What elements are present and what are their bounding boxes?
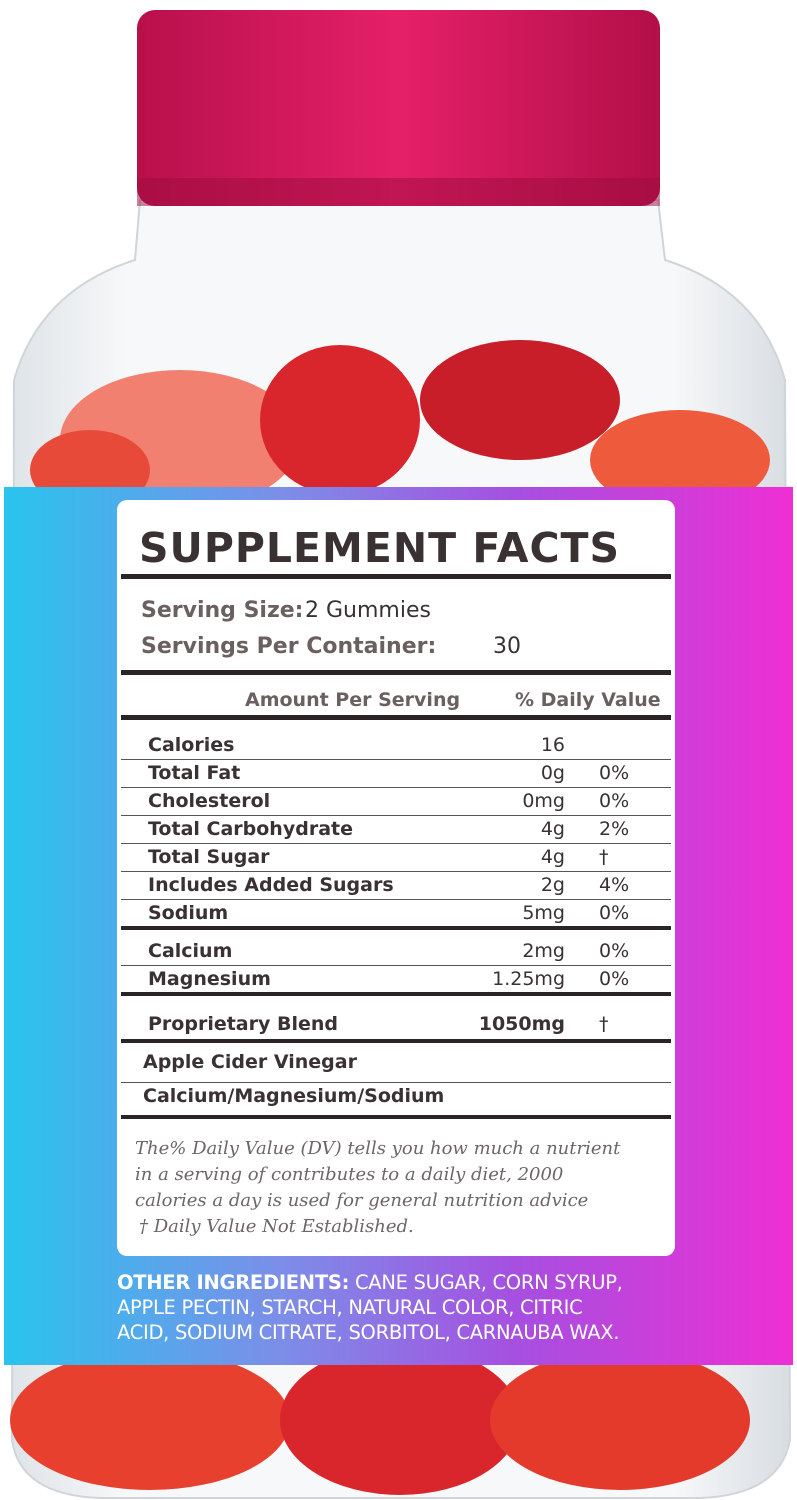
nutrient-name: Total Fat — [148, 762, 241, 784]
ingredients-text: APPLE PECTIN, STARCH, NATURAL COLOR, CIT… — [117, 1296, 583, 1319]
nutrient-name: Magnesium — [148, 968, 271, 990]
nutrient-amount: 0mg — [522, 790, 565, 812]
nutrient-amount: 16 — [540, 734, 565, 756]
nutrient-name: Includes Added Sugars — [148, 874, 394, 896]
nutrient-name: Calcium — [148, 940, 233, 962]
nutrient-amount: 0g — [540, 762, 565, 784]
row-divider — [121, 759, 671, 760]
footnote-line: in a serving of contributes to a daily d… — [135, 1164, 564, 1185]
header-amount: Amount Per Serving — [245, 689, 461, 711]
ingredients-text: CANE SUGAR, CORN SYRUP, — [354, 1271, 623, 1294]
row-divider — [121, 899, 671, 900]
nutrient-dv: 0% — [599, 968, 630, 990]
row-divider — [121, 871, 671, 872]
nutrient-amount: 4g — [540, 818, 565, 840]
footnote-line: calories a day is used for general nutri… — [135, 1190, 589, 1211]
rule — [121, 926, 671, 930]
servings-label: Servings Per Container: — [141, 634, 437, 659]
footnote-line: The% Daily Value (DV) tells you how much… — [135, 1138, 621, 1159]
rule — [121, 992, 671, 996]
nutrient-dv: 2% — [599, 818, 630, 840]
nutrient-dv: 0% — [599, 762, 630, 784]
nutrient-dv: † — [599, 846, 609, 868]
other-ingredients: OTHER INGREDIENTS: CANE SUGAR, CORN SYRU… — [117, 1270, 697, 1345]
row-divider — [121, 1082, 671, 1083]
row-divider — [121, 965, 671, 966]
cap-rim — [137, 178, 660, 206]
rule — [121, 574, 671, 579]
ingredients-label: OTHER INGREDIENTS: — [117, 1271, 350, 1294]
nutrient-name: Total Sugar — [148, 846, 270, 868]
nutrient-amount: 5mg — [522, 902, 565, 924]
ingredients-line: APPLE PECTIN, STARCH, NATURAL COLOR, CIT… — [117, 1295, 697, 1320]
supplement-facts: SUPPLEMENT FACTS Serving Size: 2 Gummies Se… — [117, 500, 675, 1256]
nutrient-name: Apple Cider Vinegar — [143, 1051, 357, 1073]
nutrient-name: Proprietary Blend — [148, 1013, 338, 1035]
header-dv: % Daily Value — [515, 689, 661, 711]
nutrient-dv: † — [599, 1013, 609, 1035]
rule — [121, 670, 671, 675]
nutrient-amount: 2mg — [522, 940, 565, 962]
nutrient-name: Cholesterol — [148, 790, 271, 812]
ingredients-line: OTHER INGREDIENTS: CANE SUGAR, CORN SYRU… — [117, 1270, 697, 1295]
rule — [121, 1115, 671, 1119]
facts-title: SUPPLEMENT FACTS — [139, 524, 621, 572]
nutrient-name: Total Carbohydrate — [148, 818, 353, 840]
row-divider — [121, 787, 671, 788]
nutrient-amount: 1050mg — [478, 1013, 565, 1035]
rule — [121, 1039, 671, 1043]
nutrient-amount: 1.25mg — [492, 968, 565, 990]
nutrient-amount: 2g — [540, 874, 565, 896]
nutrient-dv: 0% — [599, 790, 630, 812]
serving-size-label: Serving Size: — [141, 598, 304, 623]
nutrient-amount: 4g — [540, 846, 565, 868]
row-divider — [121, 815, 671, 816]
gummies — [10, 340, 770, 1495]
row-divider — [121, 843, 671, 844]
servings: 30 — [493, 634, 521, 659]
rule — [121, 715, 671, 720]
footnote-line: † Daily Value Not Established. — [139, 1216, 414, 1237]
ingredients-text: ACID, SODIUM CITRATE, SORBITOL, CARNAUBA… — [117, 1321, 620, 1344]
nutrient-name: Calcium/Magnesium/Sodium — [143, 1085, 445, 1107]
nutrient-dv: 0% — [599, 940, 630, 962]
serving-size: 2 Gummies — [305, 598, 431, 623]
nutrient-dv: 4% — [599, 874, 630, 896]
ingredients-line: ACID, SODIUM CITRATE, SORBITOL, CARNAUBA… — [117, 1320, 697, 1345]
cap — [137, 10, 660, 206]
nutrient-name: Calories — [148, 734, 235, 756]
nutrient-name: Sodium — [148, 902, 229, 924]
nutrient-dv: 0% — [599, 902, 630, 924]
